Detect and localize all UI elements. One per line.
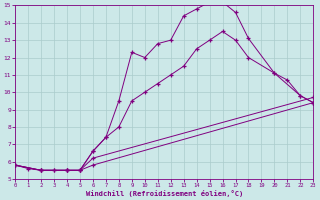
X-axis label: Windchill (Refroidissement éolien,°C): Windchill (Refroidissement éolien,°C) [85, 190, 243, 197]
